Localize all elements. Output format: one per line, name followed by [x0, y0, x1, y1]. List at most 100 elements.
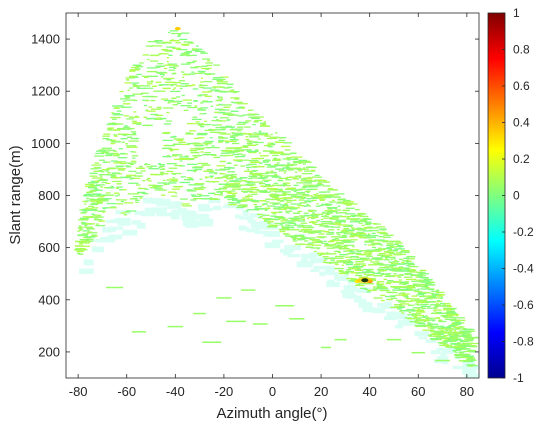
heatmap-cell — [79, 229, 82, 231]
heatmap-cell — [434, 294, 440, 296]
halo-cell — [108, 234, 123, 240]
heatmap-cell — [404, 317, 412, 319]
heatmap-cell — [253, 141, 264, 144]
heatmap-cell — [319, 194, 331, 196]
heatmap-cell — [347, 266, 359, 269]
heatmap-cell — [125, 77, 135, 79]
x-axis-label: Azimuth angle(°) — [216, 405, 327, 422]
halo-cell — [372, 307, 386, 314]
heatmap-cell — [277, 180, 284, 182]
halo-cell — [184, 210, 192, 214]
heatmap-cell — [323, 242, 329, 245]
heatmap-cell — [179, 160, 183, 162]
heatmap-cell — [349, 221, 360, 223]
heatmap-cell — [184, 155, 189, 157]
heatmap-cell — [193, 170, 197, 173]
heatmap-cell — [213, 77, 224, 79]
heatmap-cell — [367, 244, 376, 246]
halo-cell — [246, 228, 261, 233]
heatmap-cell — [156, 42, 164, 44]
heatmap-cell — [417, 272, 426, 274]
heatmap-cell — [453, 351, 457, 353]
heatmap-cell — [149, 186, 157, 189]
heatmap-cell — [293, 184, 299, 187]
heatmap-cell — [106, 128, 113, 130]
heatmap-cell — [264, 207, 271, 209]
heatmap-cell — [308, 186, 314, 188]
heatmap-cell — [461, 334, 467, 337]
heatmap-cell — [325, 262, 334, 264]
heatmap-cell — [205, 146, 211, 149]
heatmap-cell — [376, 226, 385, 228]
heatmap-cell — [169, 39, 180, 42]
heatmap-cell — [258, 177, 266, 180]
heatmap-cell — [102, 211, 106, 213]
heatmap-cell — [405, 262, 414, 264]
heatmap-cell — [219, 91, 228, 93]
heatmap-cell — [279, 137, 287, 139]
halo-cell — [386, 311, 393, 318]
heatmap-cell — [398, 247, 402, 249]
heatmap-cell — [453, 347, 459, 349]
heatmap-cell — [324, 258, 328, 260]
heatmap-cell — [341, 235, 346, 237]
heatmap-cell — [380, 294, 386, 297]
heatmap-cell — [403, 288, 410, 290]
heatmap-cell — [206, 64, 213, 67]
heatmap-cell — [363, 230, 373, 232]
heatmap-cell — [376, 282, 380, 284]
heatmap-cell — [232, 134, 244, 136]
heatmap-cell — [243, 149, 252, 151]
heatmap-cell — [285, 224, 290, 226]
heatmap-cell — [129, 70, 136, 72]
heatmap-cell — [226, 175, 229, 177]
heatmap-cell — [404, 282, 409, 285]
heatmap-cell — [281, 193, 286, 195]
heatmap-cell — [255, 143, 259, 146]
heatmap-cell — [179, 138, 182, 141]
heatmap-cell — [113, 107, 120, 109]
heatmap-cell — [443, 334, 448, 337]
heatmap-cell — [186, 169, 195, 172]
halo-cell — [184, 222, 199, 228]
halo-cell — [354, 287, 365, 292]
halo-cell — [346, 291, 355, 297]
heatmap-layer — [74, 27, 479, 378]
heatmap-cell — [93, 181, 99, 184]
heatmap-cell — [368, 253, 372, 255]
heatmap-cell — [304, 240, 309, 242]
heatmap-cell — [288, 220, 296, 222]
heatmap-cell — [363, 273, 367, 276]
heatmap-cell — [262, 161, 269, 163]
heatmap-cell — [454, 349, 461, 351]
heatmap-cell — [115, 195, 119, 197]
heatmap-cell — [119, 176, 129, 179]
heatmap-cell — [211, 119, 222, 122]
x-tick-label: 80 — [460, 384, 474, 399]
x-tick-label: -40 — [166, 384, 185, 399]
heatmap-cell — [242, 191, 248, 193]
heatmap-cell — [240, 106, 245, 108]
heatmap-cell — [461, 356, 472, 358]
heatmap-cell — [112, 180, 122, 183]
heatmap-cell — [436, 289, 440, 291]
heatmap-cell — [267, 222, 271, 224]
heatmap-cell — [260, 177, 269, 179]
heatmap-cell — [447, 325, 456, 328]
heatmap-cell — [329, 194, 339, 196]
halo-cell — [441, 359, 449, 365]
scattered-segment — [435, 359, 450, 362]
heatmap-cell — [445, 329, 449, 332]
heatmap-cell — [383, 251, 391, 253]
halo-cell — [310, 269, 320, 273]
heatmap-cell — [437, 295, 443, 297]
heatmap-cell — [96, 194, 107, 196]
heatmap-cell — [218, 98, 224, 100]
heatmap-cell — [399, 309, 409, 312]
heatmap-cell — [428, 288, 434, 291]
heatmap-cell — [221, 104, 232, 106]
heatmap-cell — [286, 156, 292, 159]
heatmap-cell — [404, 276, 413, 278]
heatmap-cell — [295, 243, 306, 245]
heatmap-cell — [102, 207, 109, 209]
